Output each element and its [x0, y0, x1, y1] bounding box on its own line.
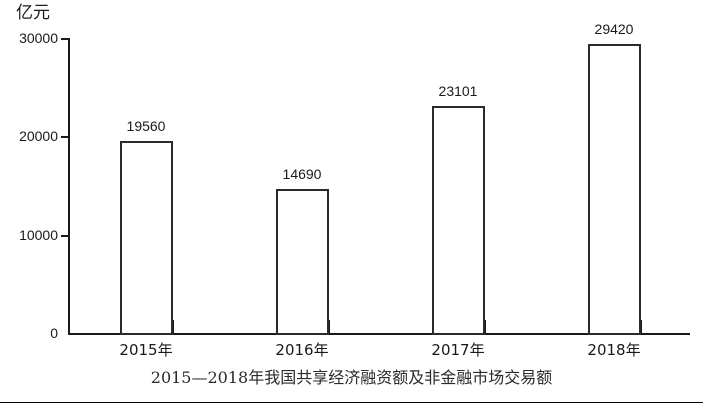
y-axis-label-20000: 20000: [19, 128, 58, 144]
bar-2018[interactable]: [588, 44, 641, 335]
y-axis-label-10000-wrap: 10000: [0, 228, 58, 242]
y-axis-label-30000: 30000: [19, 30, 58, 46]
x-axis-category-2015: 2015年: [119, 341, 173, 359]
y-axis-label-0-wrap: 0: [0, 326, 58, 340]
bar-value-2015: 19560: [126, 118, 166, 134]
y-axis-tick-30000: [61, 38, 69, 40]
bar-2015[interactable]: [120, 141, 173, 335]
chart-caption: 2015—2018年我国共享经济融资额及非金融市场交易额: [150, 368, 553, 387]
bar-value-2017: 23101: [438, 83, 478, 99]
y-axis-label-30000-wrap: 30000: [0, 31, 58, 45]
x-axis-tick-2: [172, 320, 174, 334]
x-axis-category-2017: 2017年: [431, 341, 485, 359]
x-axis-category-2016: 2016年: [275, 341, 329, 359]
x-axis-tick-8: [640, 320, 642, 334]
y-axis-label-20000-wrap: 20000: [0, 129, 58, 143]
y-axis-label-0: 0: [50, 325, 58, 341]
x-axis-tick-4: [328, 320, 330, 334]
bar-value-2016: 14690: [282, 166, 322, 182]
y-axis-label-10000: 10000: [19, 227, 58, 243]
bar-2017[interactable]: [432, 106, 485, 335]
y-axis-tick-10000: [61, 235, 69, 237]
bar-value-2018: 29420: [594, 21, 634, 37]
x-axis-line: [68, 333, 690, 335]
y-axis-unit-label: 亿元: [16, 3, 50, 23]
bar-2016[interactable]: [276, 189, 329, 335]
footer-divider: [0, 402, 703, 403]
x-axis-category-2018: 2018年: [587, 341, 641, 359]
y-axis-tick-20000: [61, 136, 69, 138]
x-axis-tick-6: [484, 320, 486, 334]
y-axis-line: [68, 38, 70, 335]
